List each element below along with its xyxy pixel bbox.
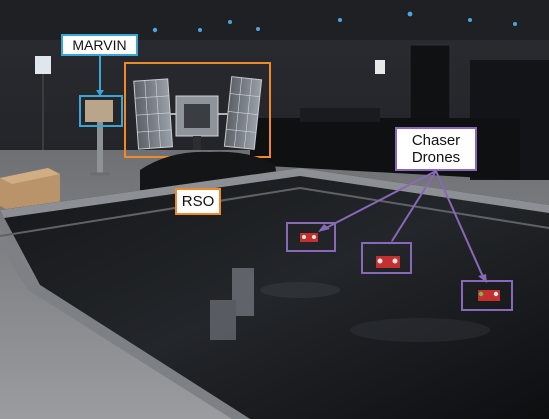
ceiling-lights: [152, 11, 517, 33]
marvin-highlight-box: [79, 95, 123, 127]
chaser-box-2: [361, 242, 412, 274]
rso-satellite-model: [133, 76, 263, 150]
marvin-gimbal: [85, 100, 113, 176]
wall-switch: [375, 60, 385, 74]
chaser-drones-label: Chaser Drones: [395, 127, 477, 171]
table-rail-inner: [0, 187, 301, 237]
chaser-drone-1: [300, 233, 318, 242]
chaser-pointers: [318, 170, 487, 283]
chaser-drone-3: [478, 290, 500, 301]
flood-light: [35, 56, 51, 150]
chaser-drone-2: [376, 256, 400, 268]
chaser-box-3: [461, 280, 513, 311]
chaser-box-1: [286, 222, 336, 252]
cardboard-box: [0, 168, 60, 212]
table-reflections: [210, 268, 490, 342]
ceiling: [0, 0, 549, 40]
rso-label: RSO: [175, 188, 221, 215]
marvin-label: MARVIN: [61, 34, 138, 56]
table-rail-back: [0, 168, 549, 218]
